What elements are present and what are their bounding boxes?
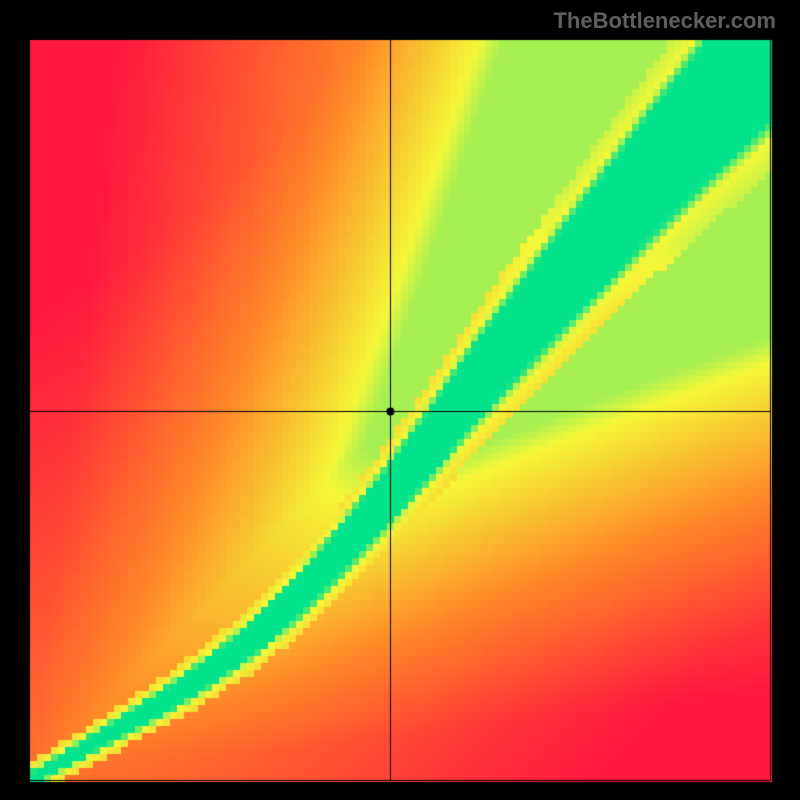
watermark-text: TheBottlenecker.com [553, 8, 776, 34]
chart-container: TheBottlenecker.com [0, 0, 800, 800]
heatmap-canvas [0, 0, 800, 800]
